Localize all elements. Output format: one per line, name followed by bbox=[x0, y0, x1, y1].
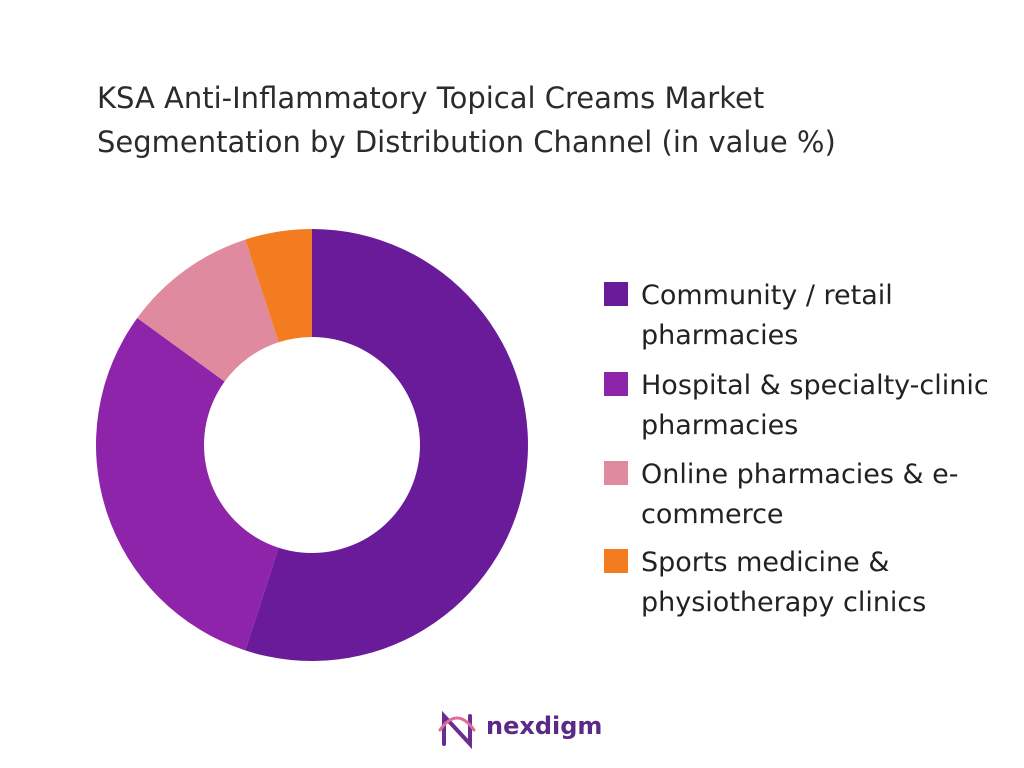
legend-swatch bbox=[604, 549, 628, 573]
logo: nexdigm bbox=[486, 712, 603, 740]
legend-item: Sports medicine & physiotherapy clinics bbox=[604, 543, 1004, 623]
chart-title: KSA Anti-Inflammatory Topical Creams Mar… bbox=[97, 81, 836, 159]
donut-slice bbox=[245, 229, 528, 661]
legend-label: Online pharmacies & e-commerce bbox=[641, 459, 959, 530]
donut-slice bbox=[95, 318, 279, 651]
donut-slice bbox=[245, 229, 312, 343]
logo-icon bbox=[438, 710, 476, 750]
legend-label: Sports medicine & physiotherapy clinics bbox=[641, 547, 927, 618]
legend-swatch bbox=[604, 372, 628, 396]
legend-item: Hospital & specialty-clinic pharmacies bbox=[604, 366, 1004, 446]
legend-label: Community / retail pharmacies bbox=[641, 280, 893, 351]
legend-label: Hospital & specialty-clinic pharmacies bbox=[641, 370, 989, 441]
legend-swatch bbox=[604, 282, 628, 306]
legend-item: Community / retail pharmacies bbox=[604, 276, 1004, 356]
legend-item: Online pharmacies & e-commerce bbox=[604, 455, 1004, 535]
legend-swatch bbox=[604, 461, 628, 485]
donut-slice bbox=[137, 239, 279, 382]
